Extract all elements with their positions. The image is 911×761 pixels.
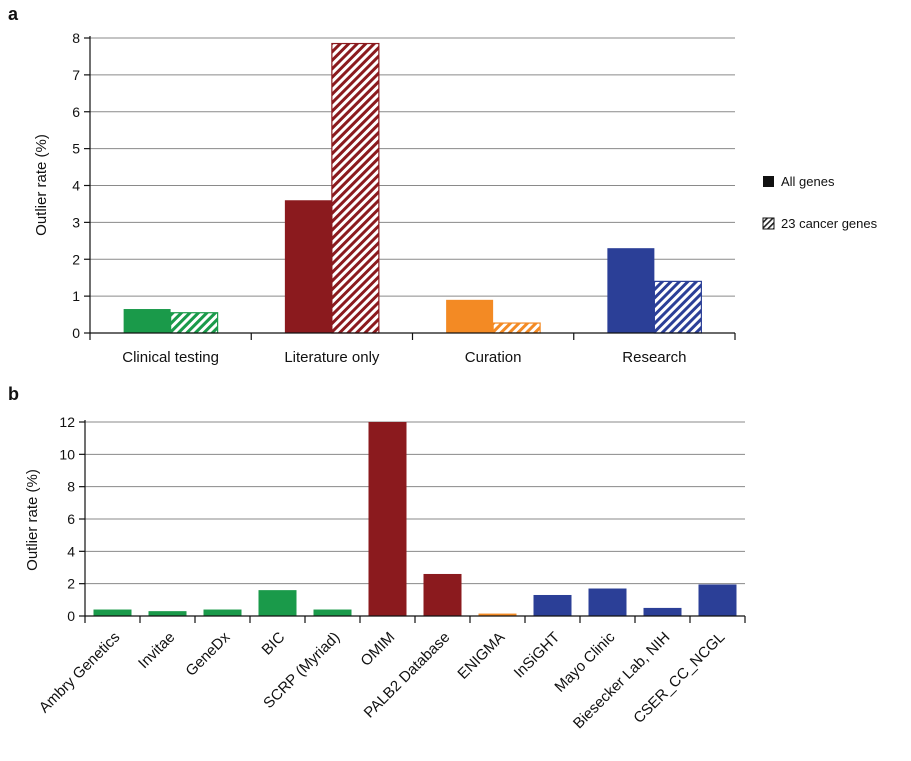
legend-swatch-all-genes	[763, 176, 774, 187]
bar-biesecker-lab-nih	[643, 607, 682, 616]
y-tick-label: 5	[72, 141, 80, 157]
legend-label-all-genes: All genes	[781, 174, 835, 189]
category-label-research: Research	[622, 349, 686, 366]
y-tick-label: 3	[72, 214, 80, 230]
category-label-literature-only: Literature only	[284, 349, 380, 366]
bar-all-genes-literature-only	[284, 200, 332, 333]
panel-a-letter: a	[8, 4, 19, 24]
y-tick-label: 8	[72, 30, 80, 46]
bar-insight	[533, 594, 572, 616]
y-tick-label: 4	[67, 543, 75, 559]
bar-cancer-genes-clinical-testing	[170, 312, 219, 334]
bar-bic	[258, 590, 297, 616]
panel-b-bars	[93, 422, 737, 616]
legend-swatch-cancer-genes	[762, 217, 775, 230]
y-tick-label: 1	[72, 288, 80, 304]
panel-a-gridlines	[90, 37, 735, 297]
category-label-ambry-genetics: Ambry Genetics	[36, 629, 123, 716]
y-tick-label: 0	[72, 325, 80, 341]
panel-b-y-ticks: 0 2 4 6 8 10 12	[59, 414, 75, 624]
panel-a-category-labels: Clinical testing Literature only Curation R…	[122, 349, 686, 366]
bar-cancer-genes-research	[653, 280, 702, 334]
y-tick-label: 6	[72, 104, 80, 120]
category-label-invitae: Invitae	[135, 629, 178, 672]
bar-palb2-database	[423, 573, 462, 616]
bar-enigma	[478, 613, 517, 616]
panel-b-letter: b	[8, 384, 19, 404]
y-tick-label: 2	[67, 576, 75, 592]
category-label-curation: Curation	[465, 349, 522, 366]
bar-omim	[368, 422, 407, 616]
bar-ambry-genetics	[93, 609, 132, 616]
bar-all-genes-curation	[446, 299, 494, 333]
panel-b-y-axis-label: Outlier rate (%)	[24, 469, 41, 571]
category-label-genedx: GeneDx	[182, 628, 233, 679]
panel-a-axes	[84, 36, 736, 340]
category-label-omim: OMIM	[357, 629, 398, 670]
panel-a-y-ticks: 0 1 2 3 4 5 6 7 8	[72, 30, 80, 341]
category-label-biesecker-lab-nih: Biesecker Lab, NIH	[570, 629, 673, 732]
category-label-clinical-testing: Clinical testing	[122, 349, 219, 366]
panel-b-axes	[79, 420, 746, 623]
bar-all-genes-clinical-testing	[123, 309, 171, 333]
bar-mayo-clinic	[588, 588, 627, 616]
category-label-enigma: ENIGMA	[454, 629, 508, 683]
bar-invitae	[148, 611, 187, 616]
y-tick-label: 0	[67, 608, 75, 624]
y-tick-label: 6	[67, 511, 75, 527]
y-tick-label: 10	[59, 446, 75, 462]
y-tick-label: 12	[59, 414, 75, 430]
bar-genedx	[203, 609, 242, 616]
panel-b-gridlines	[85, 421, 745, 585]
bar-cser-cc-ncgl	[698, 584, 737, 616]
bar-cancer-genes-curation	[492, 322, 541, 334]
category-label-cser-cc-ncgl: CSER_CC_NCGL	[630, 629, 728, 727]
panel-a-bars	[123, 42, 702, 334]
y-tick-label: 4	[72, 178, 80, 194]
y-tick-label: 2	[72, 251, 80, 267]
bar-scrp-myriad	[313, 609, 352, 616]
y-tick-label: 8	[67, 479, 75, 495]
category-label-bic: BIC	[259, 629, 289, 659]
category-label-insight: InSiGHT	[511, 629, 564, 682]
bar-cancer-genes-literature-only	[331, 42, 380, 334]
legend-label-cancer-genes: 23 cancer genes	[781, 216, 878, 231]
y-tick-label: 7	[72, 67, 80, 83]
panel-a-legend: All genes 23 cancer genes	[762, 174, 878, 231]
bar-all-genes-research	[607, 248, 655, 333]
panel-b: b Outlier rate (%) 0 2 4 6 8 10 12 Ambry Genet…	[8, 384, 746, 732]
panel-a-y-axis-label: Outlier rate (%)	[33, 134, 50, 236]
panel-a: a Outlier rate (%) 0 1 2 3 4 5 6 7 8 Clinical te…	[8, 4, 878, 366]
